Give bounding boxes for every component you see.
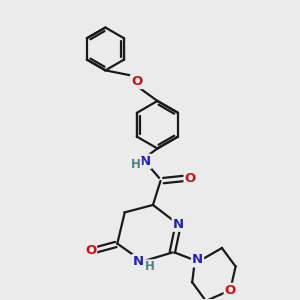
Text: O: O [85,244,96,257]
Text: O: O [225,284,236,297]
Text: N: N [140,155,151,168]
Text: O: O [184,172,196,185]
Text: N: N [133,255,144,268]
Text: N: N [173,218,184,231]
Text: N: N [192,254,203,266]
Text: H: H [131,158,141,171]
Text: O: O [131,75,142,88]
Text: H: H [145,260,155,273]
